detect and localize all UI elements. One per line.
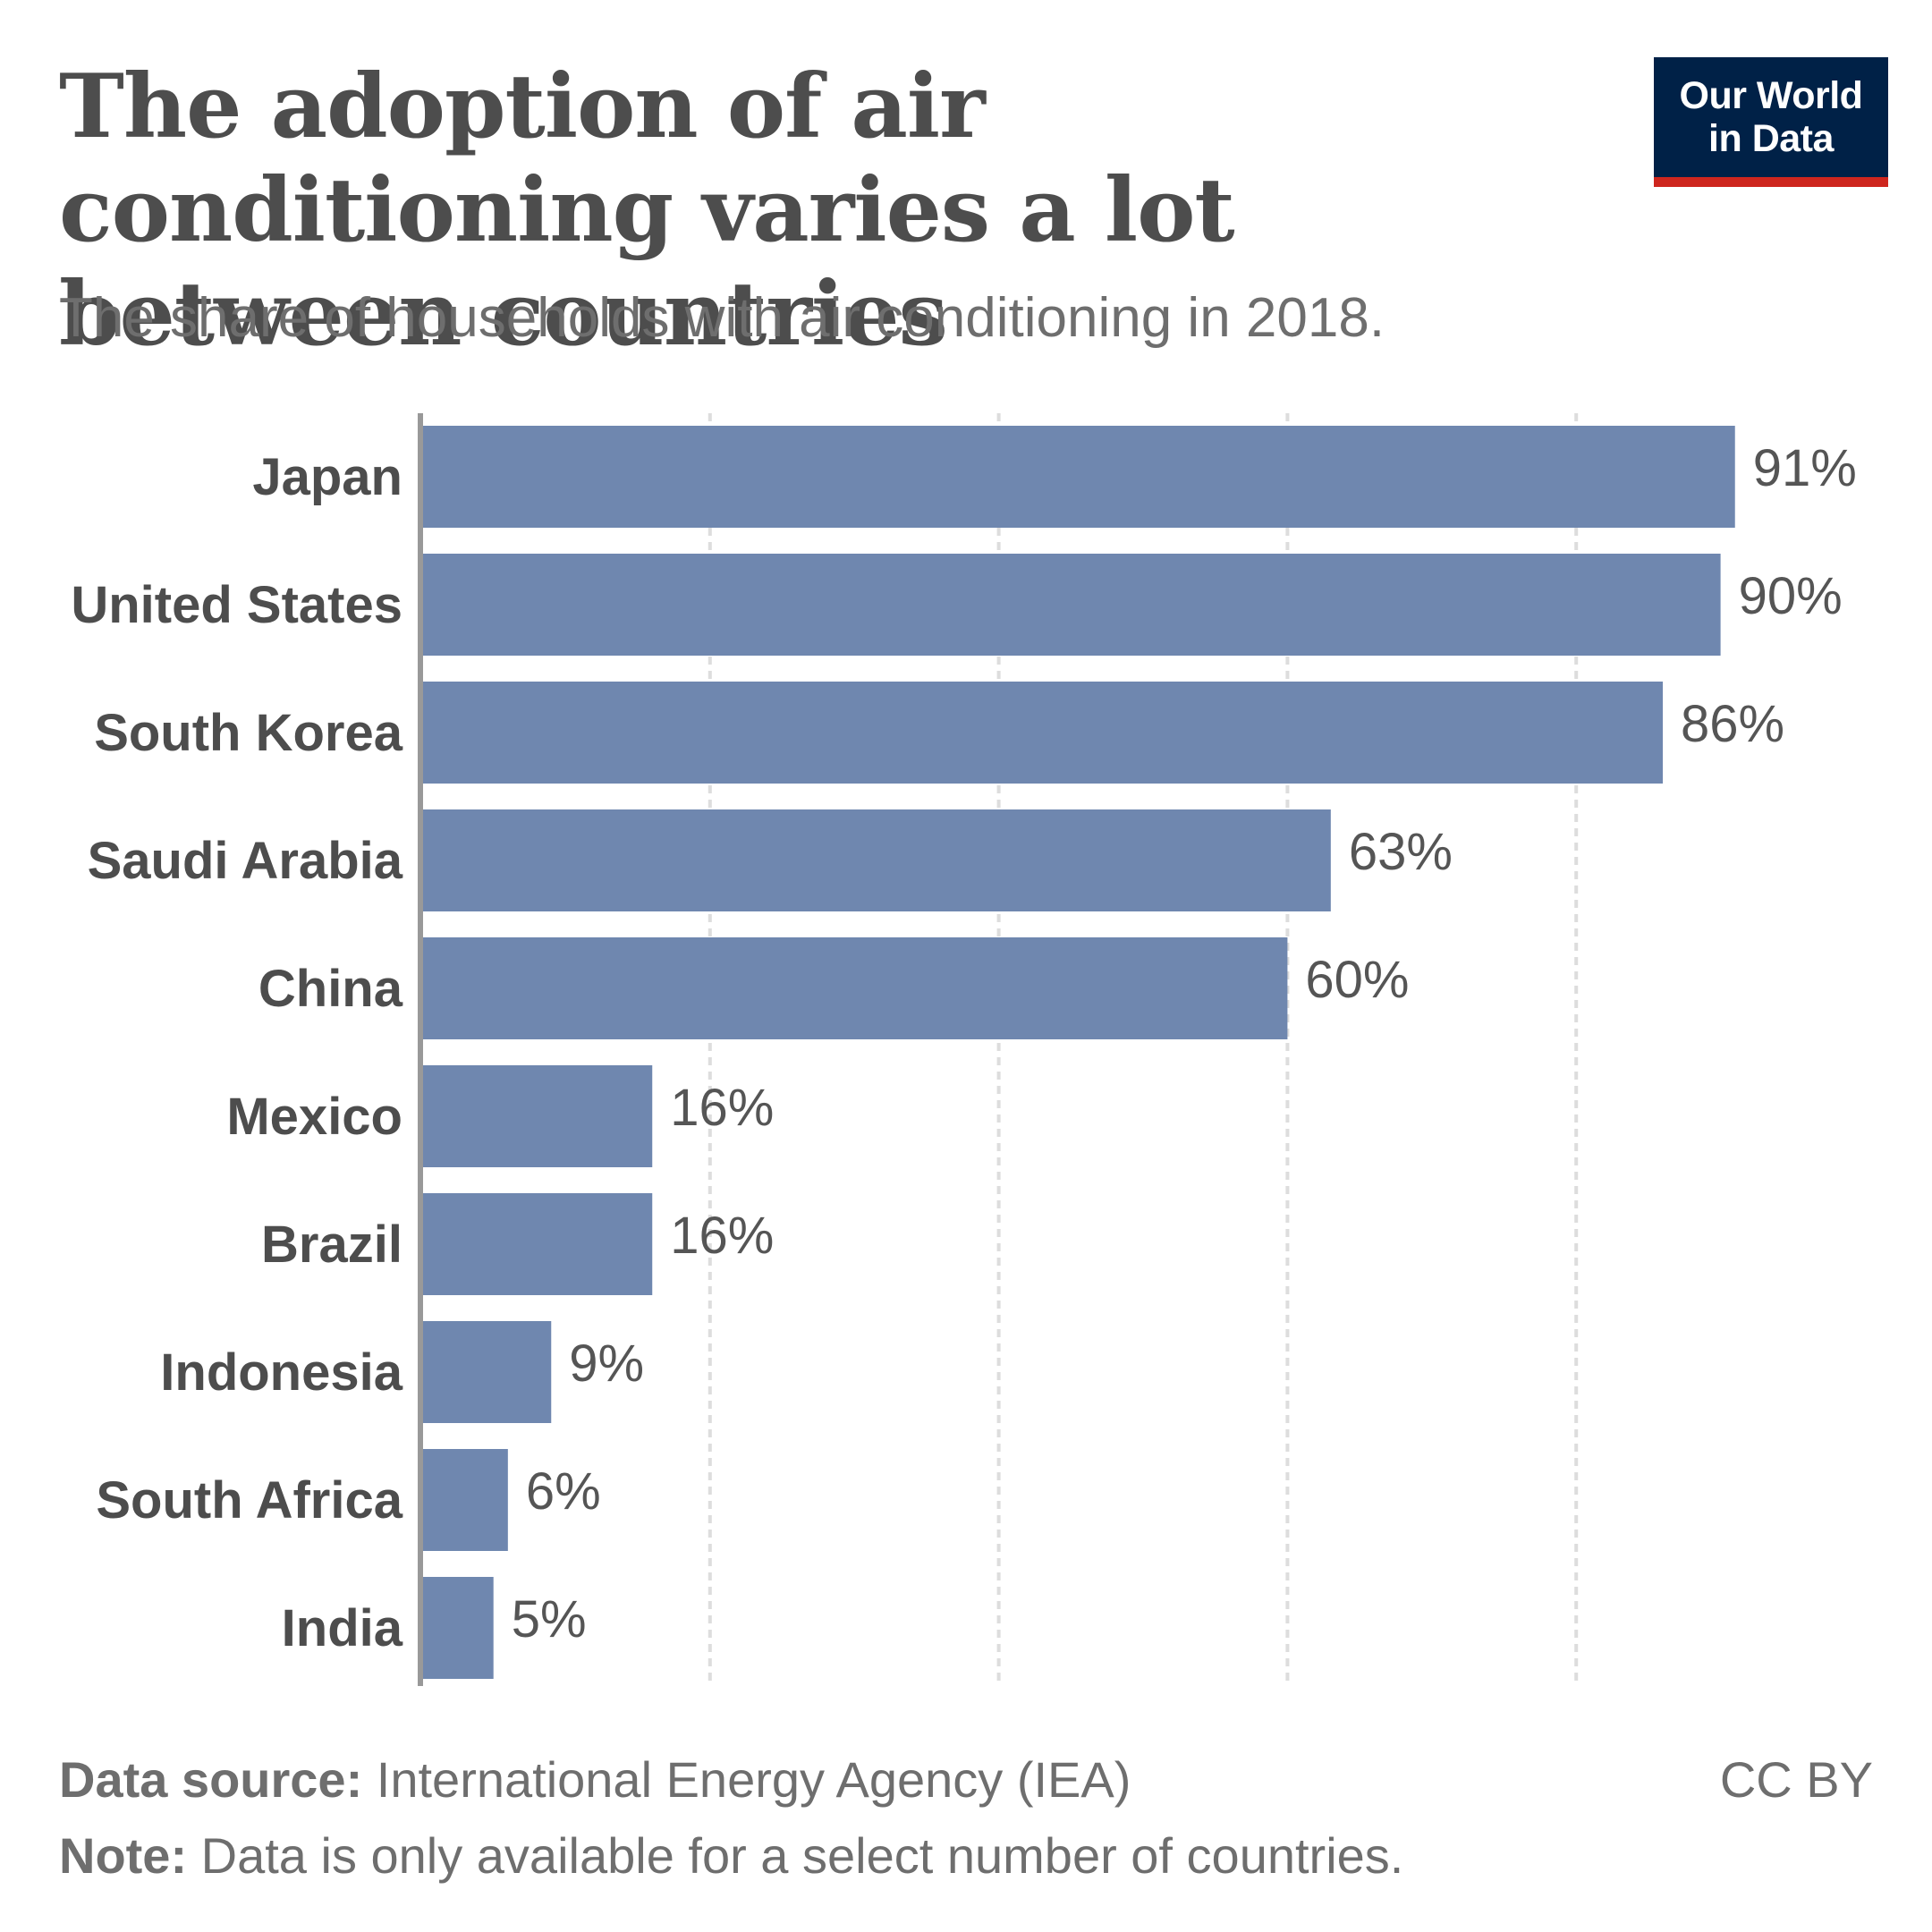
category-label: United States: [71, 576, 402, 634]
owid-logo[interactable]: Our World in Data: [1654, 57, 1888, 187]
value-label: 90%: [1739, 567, 1843, 625]
value-label: 16%: [670, 1207, 774, 1265]
note-label: Note:: [59, 1827, 188, 1884]
value-label: 16%: [670, 1079, 774, 1137]
bar[interactable]: [421, 1449, 508, 1551]
bar[interactable]: [421, 1193, 653, 1295]
value-label: 6%: [526, 1462, 601, 1521]
bar[interactable]: [421, 426, 1735, 528]
note-text: Data is only available for a select numb…: [187, 1827, 1404, 1884]
value-label: 9%: [569, 1335, 644, 1393]
category-label: India: [282, 1599, 403, 1657]
bar[interactable]: [421, 682, 1664, 784]
value-label: 91%: [1753, 439, 1857, 497]
bar[interactable]: [421, 1321, 552, 1423]
value-label: 63%: [1349, 823, 1453, 881]
bar-chart: Japan United States South Korea Saudi Arabi…: [71, 413, 1857, 1686]
category-label: Mexico: [226, 1088, 402, 1146]
bar[interactable]: [421, 1577, 494, 1679]
value-label: 5%: [512, 1590, 587, 1648]
logo-text: Our World in Data: [1679, 74, 1863, 160]
value-labels: 91% 90% 86% 63% 60% 16% 16% 9% 6% 5%: [512, 439, 1857, 1648]
data-source: Data source: International Energy Agency…: [59, 1749, 1131, 1811]
chart-title: The adoption of air conditioning varies …: [59, 55, 1235, 366]
data-source-label: Data source:: [59, 1751, 363, 1808]
category-label: Indonesia: [160, 1343, 402, 1402]
category-label: South Korea: [94, 704, 403, 762]
value-label: 86%: [1681, 695, 1784, 753]
category-labels: Japan United States South Korea Saudi Arabi…: [71, 448, 402, 1657]
bar[interactable]: [421, 1065, 653, 1167]
bars: [421, 426, 1735, 1679]
license[interactable]: CC BY: [1719, 1751, 1873, 1808]
category-label: China: [258, 960, 403, 1018]
category-label: South Africa: [96, 1471, 402, 1530]
grid-lines: [708, 413, 1579, 1686]
value-label: 60%: [1305, 951, 1409, 1009]
bar[interactable]: [421, 554, 1721, 656]
data-source-text[interactable]: International Energy Agency (IEA): [362, 1751, 1131, 1808]
category-label: Japan: [252, 448, 402, 506]
chart-note: Note: Data is only available for a selec…: [59, 1825, 1403, 1887]
category-label: Brazil: [261, 1216, 402, 1274]
chart-subtitle: The share of households with air conditi…: [59, 287, 1385, 349]
bar[interactable]: [421, 809, 1331, 911]
category-label: Saudi Arabia: [88, 832, 403, 890]
bar[interactable]: [421, 937, 1288, 1039]
